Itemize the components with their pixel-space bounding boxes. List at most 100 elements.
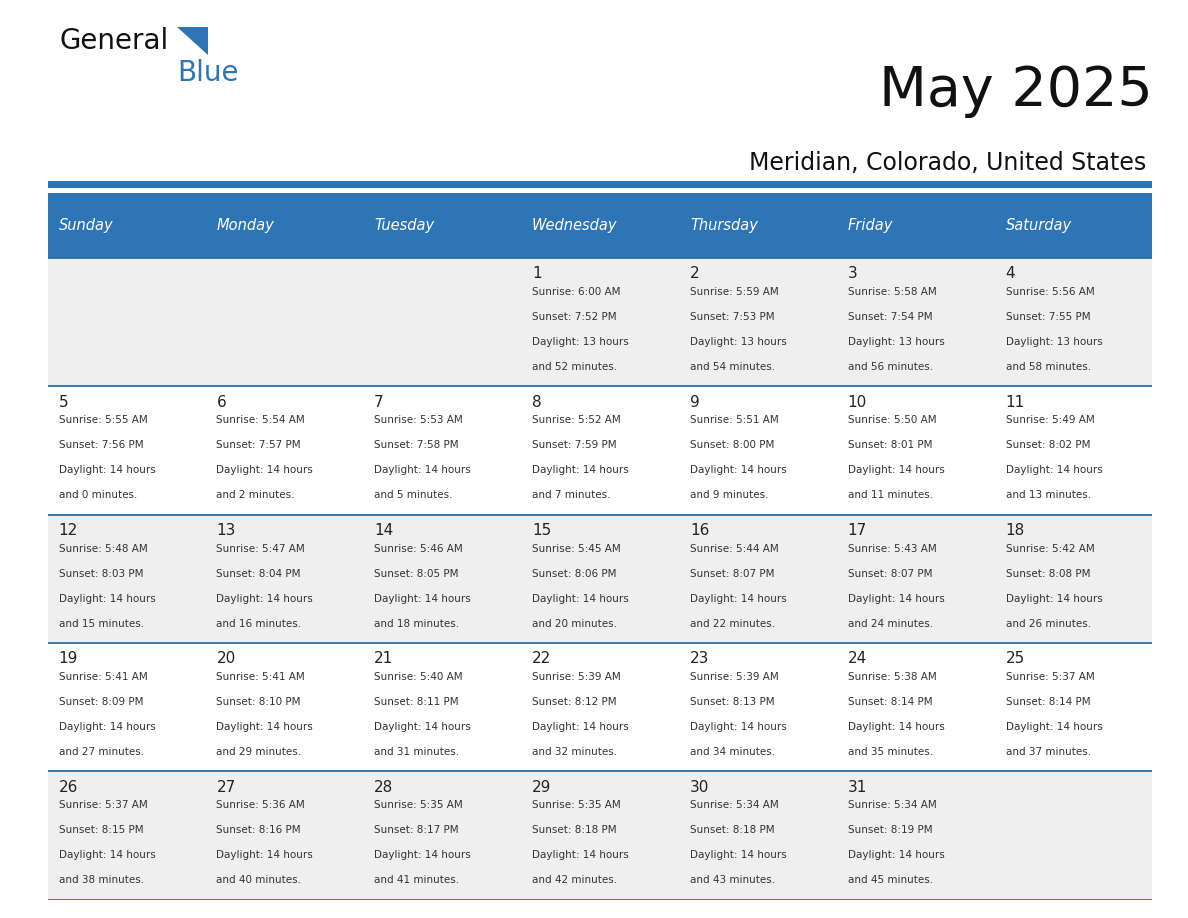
Text: Sunset: 8:00 PM: Sunset: 8:00 PM (690, 441, 775, 450)
Text: 29: 29 (532, 779, 551, 795)
Bar (48, 515, 206, 643)
Polygon shape (177, 27, 208, 55)
Bar (678, 515, 836, 643)
Text: Daylight: 14 hours: Daylight: 14 hours (532, 594, 628, 604)
Text: 9: 9 (690, 395, 700, 409)
Text: Sunset: 8:13 PM: Sunset: 8:13 PM (690, 697, 775, 707)
Bar (48, 193, 206, 258)
Text: Sunset: 8:07 PM: Sunset: 8:07 PM (690, 568, 775, 578)
Text: 6: 6 (216, 395, 226, 409)
Bar (678, 643, 836, 771)
Text: Daylight: 14 hours: Daylight: 14 hours (58, 850, 156, 860)
Text: Sunset: 8:09 PM: Sunset: 8:09 PM (58, 697, 143, 707)
Bar (522, 515, 678, 643)
Text: Sunrise: 5:56 AM: Sunrise: 5:56 AM (1005, 286, 1094, 297)
Text: and 40 minutes.: and 40 minutes. (216, 876, 302, 885)
Text: 20: 20 (216, 652, 235, 666)
Bar (206, 193, 364, 258)
Text: Sunset: 7:58 PM: Sunset: 7:58 PM (374, 441, 459, 450)
Bar (364, 643, 522, 771)
Text: Friday: Friday (848, 218, 893, 233)
Text: Daylight: 14 hours: Daylight: 14 hours (374, 594, 470, 604)
Text: Monday: Monday (216, 218, 274, 233)
Text: Sunday: Sunday (58, 218, 113, 233)
Text: Sunset: 8:17 PM: Sunset: 8:17 PM (374, 825, 459, 835)
Text: 8: 8 (532, 395, 542, 409)
Text: and 5 minutes.: and 5 minutes. (374, 490, 453, 500)
Text: 19: 19 (58, 652, 78, 666)
Text: Sunset: 8:01 PM: Sunset: 8:01 PM (848, 441, 933, 450)
Text: Sunset: 8:04 PM: Sunset: 8:04 PM (216, 568, 301, 578)
Text: Sunset: 7:56 PM: Sunset: 7:56 PM (58, 441, 144, 450)
Bar (836, 386, 994, 515)
Text: Sunrise: 5:49 AM: Sunrise: 5:49 AM (1005, 415, 1094, 425)
Text: Sunset: 7:57 PM: Sunset: 7:57 PM (216, 441, 301, 450)
Bar (678, 386, 836, 515)
Bar (836, 643, 994, 771)
Text: and 7 minutes.: and 7 minutes. (532, 490, 611, 500)
Text: and 52 minutes.: and 52 minutes. (532, 362, 618, 372)
Text: and 15 minutes.: and 15 minutes. (58, 619, 144, 629)
Text: Daylight: 14 hours: Daylight: 14 hours (58, 722, 156, 732)
Text: Wednesday: Wednesday (532, 218, 618, 233)
Text: 27: 27 (216, 779, 235, 795)
Bar (364, 386, 522, 515)
Text: Sunset: 8:08 PM: Sunset: 8:08 PM (1005, 568, 1091, 578)
Bar (48, 771, 206, 900)
Bar (206, 258, 364, 386)
Text: 7: 7 (374, 395, 384, 409)
Text: Sunset: 8:19 PM: Sunset: 8:19 PM (848, 825, 933, 835)
Text: Sunset: 8:15 PM: Sunset: 8:15 PM (58, 825, 144, 835)
Text: Sunset: 8:02 PM: Sunset: 8:02 PM (1005, 441, 1091, 450)
Text: Sunset: 7:59 PM: Sunset: 7:59 PM (532, 441, 617, 450)
Text: Sunrise: 5:51 AM: Sunrise: 5:51 AM (690, 415, 778, 425)
Text: 28: 28 (374, 779, 393, 795)
Text: 2: 2 (690, 266, 700, 281)
Bar (48, 643, 206, 771)
Text: Sunrise: 5:39 AM: Sunrise: 5:39 AM (532, 672, 621, 682)
Text: Blue: Blue (177, 59, 239, 87)
Bar (994, 771, 1152, 900)
Text: Meridian, Colorado, United States: Meridian, Colorado, United States (750, 151, 1146, 175)
Bar (364, 258, 522, 386)
Text: 18: 18 (1005, 523, 1025, 538)
Text: and 45 minutes.: and 45 minutes. (848, 876, 933, 885)
Text: and 54 minutes.: and 54 minutes. (690, 362, 775, 372)
Text: Daylight: 14 hours: Daylight: 14 hours (1005, 722, 1102, 732)
Text: Sunrise: 5:40 AM: Sunrise: 5:40 AM (374, 672, 463, 682)
Text: Daylight: 14 hours: Daylight: 14 hours (374, 465, 470, 476)
Text: Sunrise: 5:35 AM: Sunrise: 5:35 AM (374, 800, 463, 811)
Text: Daylight: 14 hours: Daylight: 14 hours (1005, 465, 1102, 476)
Text: Sunrise: 5:36 AM: Sunrise: 5:36 AM (216, 800, 305, 811)
Text: and 58 minutes.: and 58 minutes. (1005, 362, 1091, 372)
Text: Sunset: 8:18 PM: Sunset: 8:18 PM (532, 825, 617, 835)
Text: Sunset: 7:55 PM: Sunset: 7:55 PM (1005, 312, 1091, 322)
Text: General: General (59, 27, 169, 55)
Bar (994, 643, 1152, 771)
Text: Sunrise: 6:00 AM: Sunrise: 6:00 AM (532, 286, 620, 297)
Bar (48, 386, 206, 515)
Text: and 32 minutes.: and 32 minutes. (532, 747, 618, 757)
Text: Sunrise: 5:43 AM: Sunrise: 5:43 AM (848, 543, 936, 554)
Text: 16: 16 (690, 523, 709, 538)
Text: Sunrise: 5:35 AM: Sunrise: 5:35 AM (532, 800, 621, 811)
Text: Sunrise: 5:34 AM: Sunrise: 5:34 AM (848, 800, 936, 811)
Text: 12: 12 (58, 523, 78, 538)
Bar (522, 643, 678, 771)
Text: Saturday: Saturday (1005, 218, 1072, 233)
Text: Sunset: 8:18 PM: Sunset: 8:18 PM (690, 825, 775, 835)
Text: Daylight: 14 hours: Daylight: 14 hours (374, 722, 470, 732)
Text: 17: 17 (848, 523, 867, 538)
Text: and 18 minutes.: and 18 minutes. (374, 619, 460, 629)
Text: Daylight: 14 hours: Daylight: 14 hours (58, 594, 156, 604)
Text: Sunrise: 5:45 AM: Sunrise: 5:45 AM (532, 543, 621, 554)
Text: Sunrise: 5:50 AM: Sunrise: 5:50 AM (848, 415, 936, 425)
Text: Sunrise: 5:54 AM: Sunrise: 5:54 AM (216, 415, 305, 425)
Text: and 43 minutes.: and 43 minutes. (690, 876, 775, 885)
Text: Daylight: 14 hours: Daylight: 14 hours (58, 465, 156, 476)
Text: 5: 5 (58, 395, 68, 409)
Text: and 38 minutes.: and 38 minutes. (58, 876, 144, 885)
Text: Sunrise: 5:53 AM: Sunrise: 5:53 AM (374, 415, 463, 425)
Bar (364, 771, 522, 900)
Text: Daylight: 14 hours: Daylight: 14 hours (532, 722, 628, 732)
